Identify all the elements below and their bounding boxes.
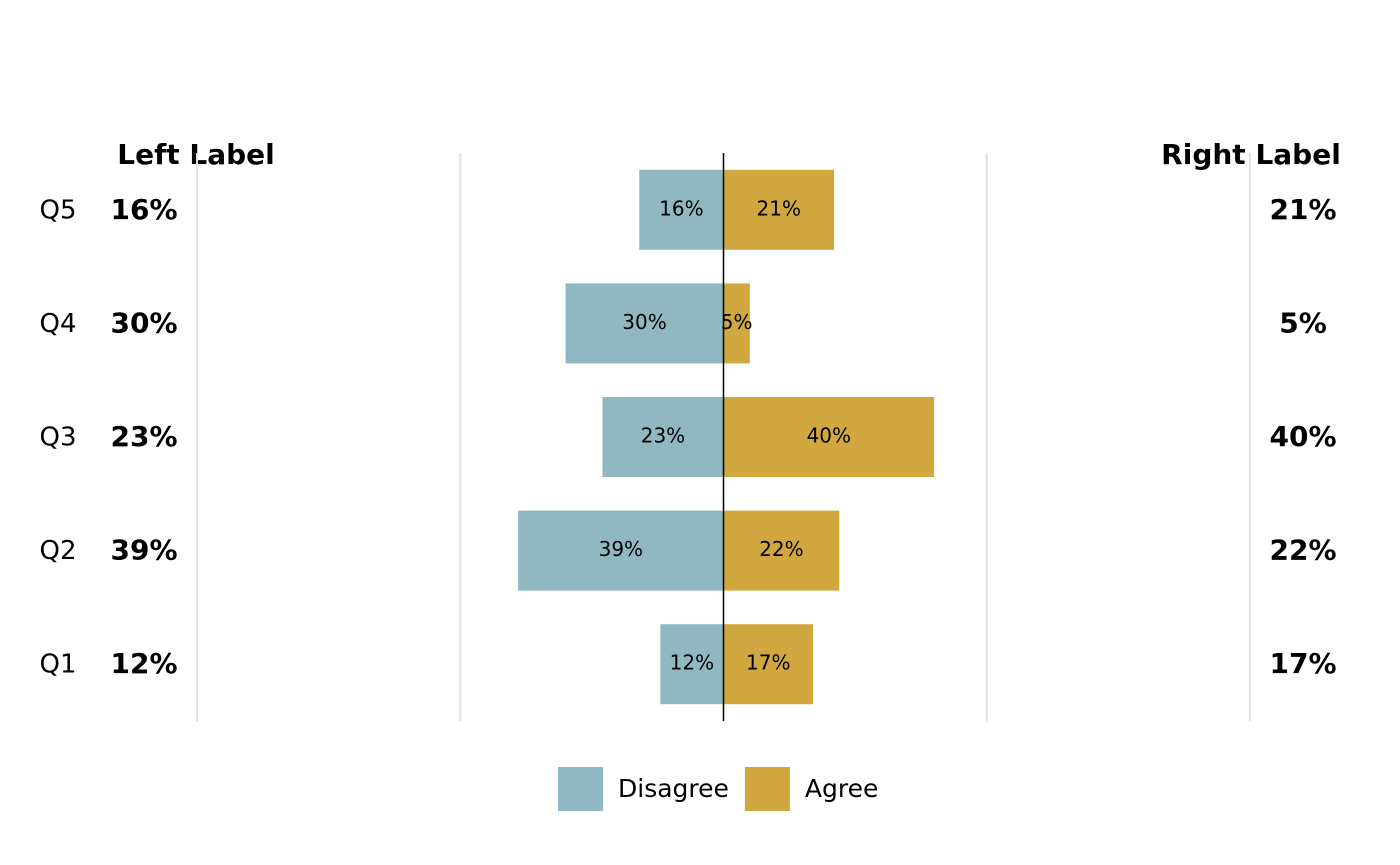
side-value: 40% <box>1269 420 1336 453</box>
bar-label: 40% <box>807 424 851 448</box>
side-value: 21% <box>1269 193 1336 226</box>
bar <box>565 283 724 364</box>
bar-label: 12% <box>670 651 714 675</box>
bar <box>723 397 935 477</box>
side-value: 39% <box>110 534 177 567</box>
side-value: 12% <box>110 647 177 680</box>
bar-label: 5% <box>721 310 753 334</box>
side-value: 23% <box>110 420 177 453</box>
side-value: 5% <box>1279 306 1327 339</box>
bar-label: 23% <box>641 424 685 448</box>
bar-label: 17% <box>746 651 790 675</box>
side-value: 16% <box>110 193 177 226</box>
side-value: 17% <box>1269 647 1336 680</box>
side-value: 30% <box>110 306 177 339</box>
legend-swatch <box>744 767 790 811</box>
category-label: Q2 <box>39 536 76 566</box>
category-label: Q3 <box>39 423 76 453</box>
bar <box>723 169 835 250</box>
category-label: Q5 <box>39 195 76 225</box>
bar <box>639 169 724 250</box>
legend-swatch <box>558 767 603 811</box>
bar <box>518 510 724 591</box>
bar-label: 39% <box>599 537 643 561</box>
bar <box>723 510 840 591</box>
category-label: Q1 <box>39 650 76 680</box>
bar-label: 22% <box>759 537 803 561</box>
bar <box>602 397 724 477</box>
legend-label: Disagree <box>618 774 729 803</box>
bar <box>723 624 814 705</box>
bar-label: 30% <box>622 310 666 334</box>
legend-label: Agree <box>805 774 878 803</box>
side-value: 22% <box>1269 534 1336 567</box>
bar-label: 21% <box>757 196 801 220</box>
bar-label: 16% <box>659 196 703 220</box>
bar <box>723 283 750 364</box>
bar <box>660 624 724 705</box>
category-label: Q4 <box>39 309 76 339</box>
